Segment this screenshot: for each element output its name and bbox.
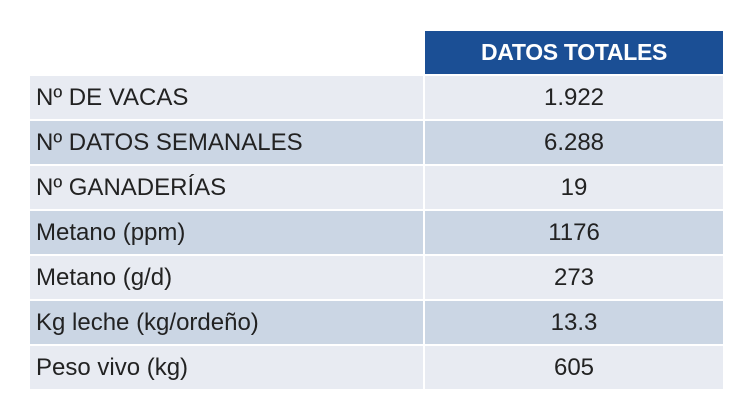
- table-row: Metano (g/d) 273: [30, 256, 723, 301]
- table-row: Nº DATOS SEMANALES 6.288: [30, 121, 723, 166]
- row-value: 19: [425, 166, 723, 209]
- row-label: Kg leche (kg/ordeño): [30, 301, 425, 344]
- row-label: Nº GANADERÍAS: [30, 166, 425, 209]
- row-value: 1.922: [425, 76, 723, 119]
- column-header-datos-totales: DATOS TOTALES: [425, 31, 723, 74]
- row-label: Metano (ppm): [30, 211, 425, 254]
- row-value: 13.3: [425, 301, 723, 344]
- table-row: Nº DE VACAS 1.922: [30, 76, 723, 121]
- row-value: 605: [425, 346, 723, 389]
- row-label: Nº DATOS SEMANALES: [30, 121, 425, 164]
- table-header-row: DATOS TOTALES: [30, 31, 723, 74]
- data-table: DATOS TOTALES Nº DE VACAS 1.922 Nº DATOS…: [30, 31, 723, 389]
- row-label: Nº DE VACAS: [30, 76, 425, 119]
- row-value: 1176: [425, 211, 723, 254]
- row-label: Metano (g/d): [30, 256, 425, 299]
- table-row: Peso vivo (kg) 605: [30, 346, 723, 389]
- table-row: Metano (ppm) 1176: [30, 211, 723, 256]
- row-value: 273: [425, 256, 723, 299]
- table-body: Nº DE VACAS 1.922 Nº DATOS SEMANALES 6.2…: [30, 74, 723, 389]
- table-row: Nº GANADERÍAS 19: [30, 166, 723, 211]
- row-value: 6.288: [425, 121, 723, 164]
- table-row: Kg leche (kg/ordeño) 13.3: [30, 301, 723, 346]
- header-empty-cell: [30, 31, 425, 74]
- row-label: Peso vivo (kg): [30, 346, 425, 389]
